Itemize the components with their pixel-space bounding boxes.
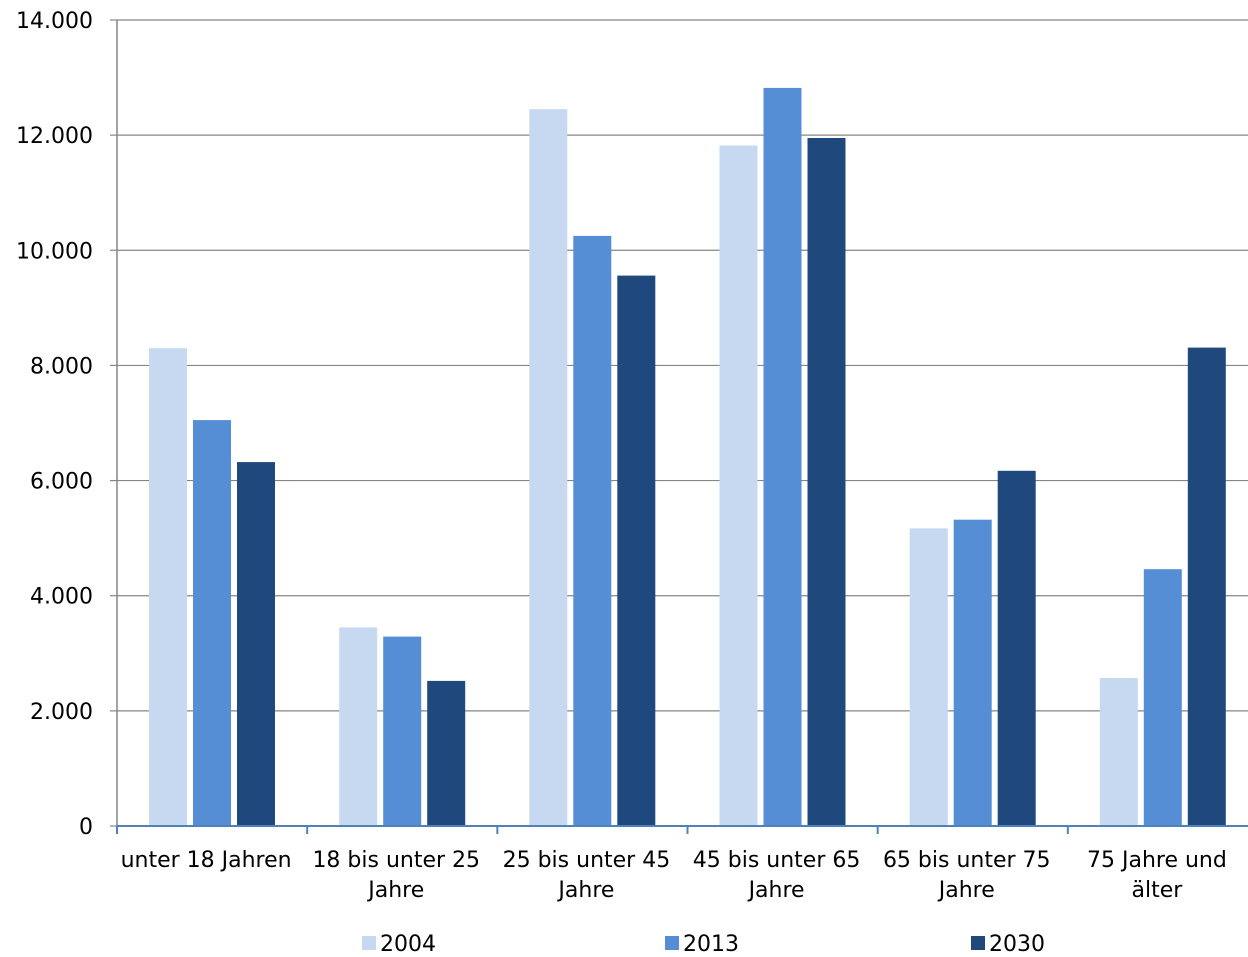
x-tick-label: Jahre bbox=[366, 878, 424, 903]
y-tick-label: 14.000 bbox=[16, 9, 93, 34]
bar-2013-4 bbox=[953, 519, 992, 826]
y-tick-label: 10.000 bbox=[16, 239, 93, 264]
y-tick-label: 12.000 bbox=[16, 124, 93, 149]
y-tick-label: 8.000 bbox=[30, 354, 93, 379]
x-tick-label: unter 18 Jahren bbox=[121, 848, 292, 873]
x-tick-label: älter bbox=[1132, 878, 1184, 903]
bar-2030-2 bbox=[617, 275, 656, 827]
x-tick-label: 18 bis unter 25 bbox=[312, 848, 480, 873]
bar-2030-3 bbox=[807, 138, 846, 826]
legend-item-2004: 2004 bbox=[362, 932, 436, 957]
legend-item-2030: 2030 bbox=[971, 932, 1045, 957]
y-tick-label: 6.000 bbox=[30, 470, 93, 495]
bar-2004-5 bbox=[1099, 678, 1138, 826]
bar-2030-0 bbox=[237, 462, 275, 826]
y-tick-label: 2.000 bbox=[30, 700, 93, 725]
x-tick-label: Jahre bbox=[747, 878, 805, 903]
x-axis-labels: unter 18 Jahren 18 bis unter 25 Jahre 25 bi… bbox=[121, 848, 1227, 903]
bar-2004-2 bbox=[529, 109, 568, 826]
x-tick-label: Jahre bbox=[556, 878, 614, 903]
y-tick-label: 0 bbox=[79, 815, 93, 840]
x-tick-label: Jahre bbox=[937, 878, 995, 903]
y-tick-label: 4.000 bbox=[30, 585, 93, 610]
bar-2013-1 bbox=[383, 636, 422, 826]
x-tick-label: 25 bis unter 45 bbox=[503, 848, 671, 873]
legend-label: 2004 bbox=[380, 932, 436, 957]
gridlines bbox=[117, 19, 1248, 712]
legend-swatch bbox=[362, 936, 376, 950]
bar-2004-1 bbox=[339, 627, 378, 826]
bar-2030-1 bbox=[427, 680, 466, 826]
bar-2004-0 bbox=[149, 348, 187, 826]
bar-2013-5 bbox=[1143, 569, 1182, 826]
bars bbox=[149, 87, 1226, 827]
x-tick-label: 75 Jahre und bbox=[1087, 848, 1227, 873]
legend-item-2013: 2013 bbox=[665, 932, 739, 957]
legend-label: 2013 bbox=[683, 932, 739, 957]
x-tick-label: 45 bis unter 65 bbox=[693, 848, 861, 873]
bar-2013-3 bbox=[763, 87, 802, 826]
legend: 2004 2013 2030 bbox=[362, 932, 1045, 957]
bar-2030-4 bbox=[997, 470, 1036, 826]
x-axis-ticks bbox=[116, 826, 1069, 834]
x-tick-label: 65 bis unter 75 bbox=[883, 848, 1051, 873]
legend-label: 2030 bbox=[989, 932, 1045, 957]
bar-2004-3 bbox=[719, 145, 758, 826]
legend-swatch bbox=[971, 936, 985, 950]
bar-2013-2 bbox=[573, 235, 612, 826]
bar-2013-0 bbox=[193, 420, 231, 826]
bar-2004-4 bbox=[909, 528, 948, 826]
bar-2030-5 bbox=[1187, 347, 1226, 826]
legend-swatch bbox=[665, 936, 679, 950]
y-axis-ticks: 0 2.000 4.000 6.000 8.000 10.000 12.000 14.000 bbox=[16, 9, 117, 840]
